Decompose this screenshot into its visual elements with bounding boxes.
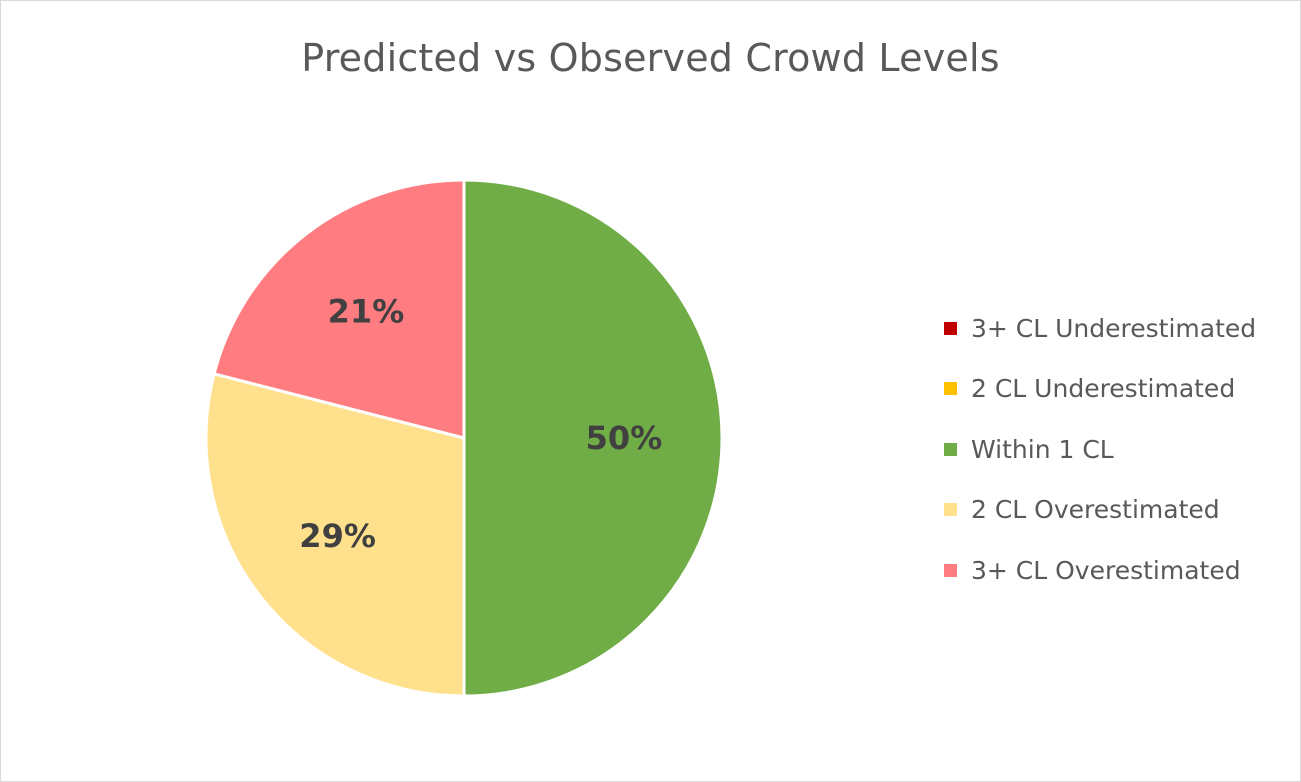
legend-swatch <box>944 503 957 517</box>
legend-label: 3+ CL Underestimated <box>971 313 1257 343</box>
legend-item: Within 1 CL <box>944 419 1256 480</box>
legend-swatch <box>944 321 957 335</box>
chart-legend: 3+ CL Underestimated 2 CL Underestimated… <box>944 298 1256 601</box>
legend-item: 3+ CL Overestimated <box>944 540 1256 601</box>
slice-data-label: 29% <box>299 517 376 555</box>
legend-item: 3+ CL Underestimated <box>944 298 1256 359</box>
legend-label: Within 1 CL <box>971 434 1114 464</box>
legend-swatch <box>944 442 957 456</box>
slice-data-label: 50% <box>586 419 663 457</box>
pie-slice <box>462 178 724 698</box>
chart-title: Predicted vs Observed Crowd Levels <box>301 36 1000 80</box>
slice-data-label: 21% <box>328 293 405 331</box>
legend-label: 2 CL Underestimated <box>971 374 1236 404</box>
legend-label: 2 CL Overestimated <box>971 495 1220 525</box>
pie-slice <box>204 372 466 698</box>
legend-label: 3+ CL Overestimated <box>971 555 1241 585</box>
pie-slice <box>212 178 466 440</box>
legend-item: 2 CL Underestimated <box>944 359 1256 420</box>
legend-swatch <box>944 563 957 577</box>
legend-swatch <box>944 382 957 396</box>
legend-item: 2 CL Overestimated <box>944 480 1256 541</box>
